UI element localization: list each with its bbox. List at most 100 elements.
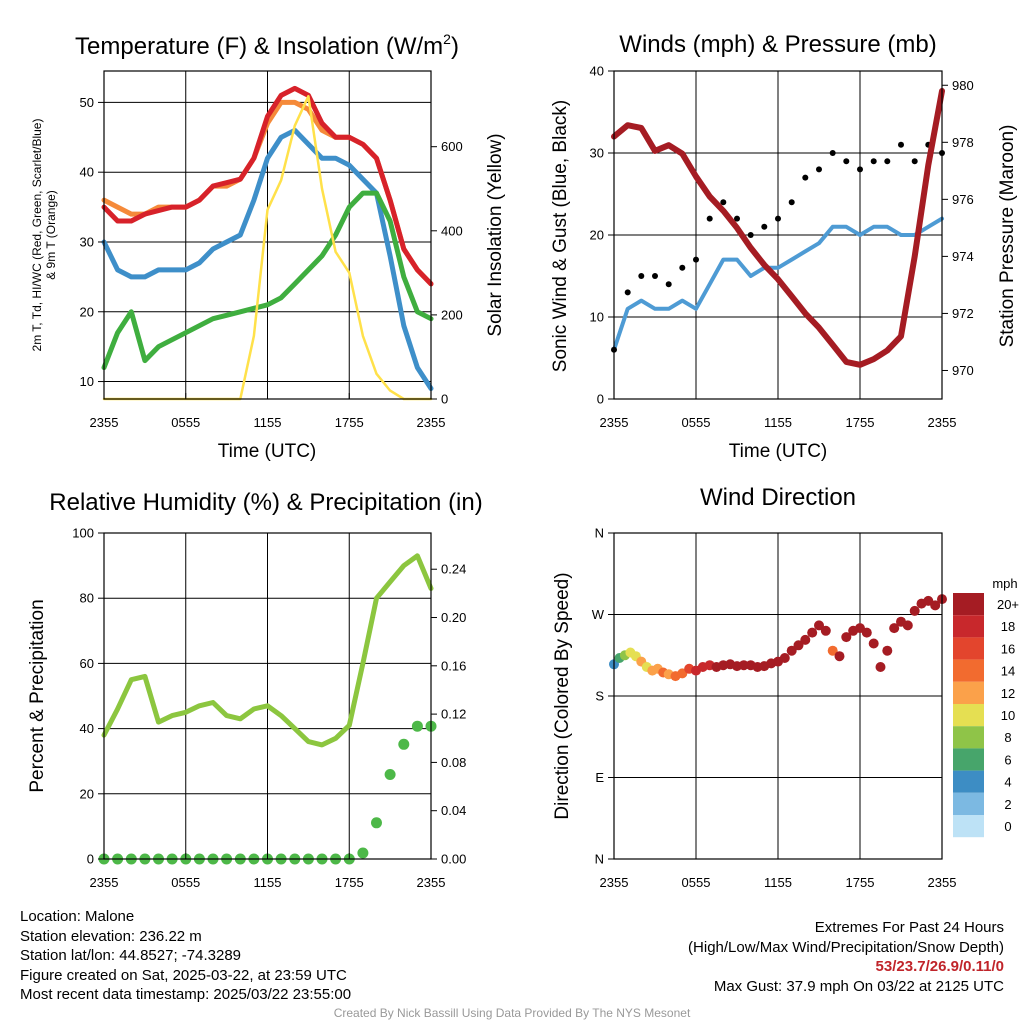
x-tick-label: 1155 [254, 415, 282, 430]
legend-label: 10 [1001, 708, 1015, 723]
series-gust [911, 158, 918, 165]
x-tick-label: 2355 [600, 415, 629, 430]
svg-text:& 9m T (Orange): & 9m T (Orange) [44, 190, 58, 280]
y-tick-label: 0.24 [441, 562, 466, 577]
series-gust [665, 281, 672, 288]
direction-point [868, 638, 879, 649]
series-gust [652, 273, 658, 279]
series-gust [747, 232, 754, 238]
wind-series [611, 88, 945, 368]
direction-point [800, 634, 811, 645]
y-tick-label: 976 [952, 192, 974, 207]
x-tick-label: 0555 [682, 415, 711, 430]
y-tick-label: S [595, 689, 604, 704]
legend-label: 12 [1001, 686, 1015, 701]
direction-point [793, 640, 804, 651]
x-tick-label: 1755 [335, 875, 364, 890]
x-tick-label: 0555 [171, 415, 200, 430]
wind-grid [614, 71, 942, 399]
x-tick-label: 1755 [846, 415, 875, 430]
series-gust [624, 289, 631, 296]
y-tick-label: 30 [80, 234, 94, 249]
series-gust [843, 158, 850, 165]
wind-x-label: Time (UTC) [729, 441, 828, 462]
legend-title: mph [992, 576, 1017, 591]
legend-swatch [953, 792, 984, 815]
direction-point [820, 625, 831, 636]
y-tick-label: 40 [590, 64, 604, 79]
y-tick-label: 50 [80, 95, 94, 110]
wind-y-label: Sonic Wind & Gust (Blue, Black) [550, 100, 571, 372]
wind-pressure-panel: Winds (mph) & Pressure (mb) 0 10 20 30 40 97… [550, 31, 1018, 462]
humidity-panel: Relative Humidity (%) & Precipitation (i… [27, 489, 483, 890]
direction-point [827, 645, 838, 656]
y-tick-label: 20 [590, 228, 604, 243]
y-tick-label: 972 [952, 306, 974, 321]
figure-created: Figure created on Sat, 2025-03-22, at 23… [20, 966, 347, 984]
series-gust [679, 264, 686, 271]
y-tick-label: 0 [87, 852, 94, 867]
series-precipitation [371, 817, 382, 829]
insolation-y-label: Solar Insolation (Yellow) [485, 133, 506, 336]
series-gust [693, 256, 699, 263]
direction-point [930, 600, 941, 611]
direction-point [807, 627, 818, 638]
x-tick-label: 2355 [600, 875, 629, 890]
x-tick-label: 2355 [417, 875, 446, 890]
direction-point [882, 645, 893, 656]
extremes-values: 53/23.7/26.9/0.11/0 [875, 958, 1004, 975]
series-gust [734, 215, 740, 222]
wind-y-ticks: 0 10 20 30 40 [590, 64, 614, 407]
x-tick-label: 2355 [90, 875, 119, 890]
y-tick-label: 0.16 [441, 658, 466, 673]
direction-point [902, 620, 913, 631]
x-tick-label: 1155 [764, 415, 792, 430]
direction-grid [614, 533, 942, 859]
legend-swatch [953, 681, 984, 704]
legend-swatch [953, 704, 984, 727]
y-tick-label: 0 [597, 392, 604, 407]
station-latlon: Station lat/lon: 44.8527; -74.3289 [20, 947, 242, 964]
series-sonic-wind [612, 216, 944, 352]
legend-swatch [953, 726, 984, 749]
x-tick-label: 1755 [846, 875, 875, 890]
legend-swatch [953, 770, 984, 793]
y-tick-label: 80 [80, 591, 94, 606]
series-gust [898, 141, 904, 148]
direction-point [814, 620, 824, 631]
legend-label: 20+ [997, 597, 1019, 612]
y-tick-label: E [595, 770, 604, 785]
legend-label: 4 [1004, 775, 1011, 790]
svg-text:2m T, Td, HI/WC (Red, Green, S: 2m T, Td, HI/WC (Red, Green, Scarlet/Blu… [30, 119, 44, 352]
legend-label: 2 [1004, 797, 1011, 812]
humidity-y-label: Percent & Precipitation [27, 599, 48, 792]
y-tick-label: 400 [441, 223, 463, 238]
y-tick-label: 980 [952, 78, 974, 93]
y-tick-label: 0 [441, 392, 448, 407]
humidity-y-ticks: 0 20 40 60 80 100 [72, 526, 104, 867]
x-tick-label: 1755 [335, 415, 364, 430]
legend-label: 14 [1001, 664, 1015, 679]
y-tick-label: 0.20 [441, 610, 466, 625]
temperature-series [101, 85, 434, 401]
direction-x-ticks: 2355 0555 1155 1755 2355 [600, 853, 956, 890]
legend-swatch [953, 815, 984, 838]
series-gust [775, 215, 781, 222]
precip-y-ticks: 0.00 0.04 0.08 0.12 0.16 0.20 0.24 [431, 562, 466, 867]
y-tick-label: N [595, 852, 604, 867]
y-tick-label: 970 [952, 363, 974, 378]
series-station-pressure [611, 88, 945, 368]
y-tick-label: 974 [952, 249, 974, 264]
series-gust [720, 199, 727, 206]
temperature-x-ticks: 2355 0555 1155 1755 2355 [90, 393, 446, 430]
y-tick-label: 20 [80, 786, 94, 801]
y-tick-label: 0.00 [441, 852, 466, 867]
x-tick-label: 2355 [417, 415, 446, 430]
series-gust [857, 166, 863, 173]
y-tick-label: 40 [80, 721, 94, 736]
direction-y-label: Direction (Colored By Speed) [552, 572, 573, 819]
series-gust [829, 150, 836, 156]
legend-label: 6 [1004, 752, 1011, 767]
x-tick-label: 2355 [90, 415, 119, 430]
y-tick-label: 60 [80, 656, 94, 671]
